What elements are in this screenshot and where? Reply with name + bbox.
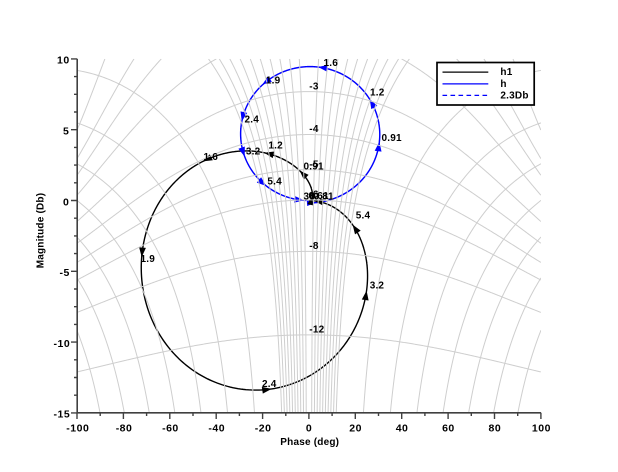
svg-text:0.91: 0.91 bbox=[304, 162, 325, 173]
svg-text:-10: -10 bbox=[54, 338, 71, 350]
svg-text:2.3Db: 2.3Db bbox=[500, 91, 528, 102]
svg-text:20: 20 bbox=[349, 423, 362, 435]
svg-text:60: 60 bbox=[442, 423, 455, 435]
svg-text:3.2: 3.2 bbox=[246, 147, 261, 158]
svg-text:0: 0 bbox=[306, 423, 312, 435]
svg-text:h1: h1 bbox=[500, 67, 512, 78]
svg-text:Phase (deg): Phase (deg) bbox=[280, 437, 339, 448]
svg-text:5: 5 bbox=[63, 126, 69, 138]
svg-text:1.2: 1.2 bbox=[268, 140, 283, 151]
svg-text:0.61: 0.61 bbox=[309, 191, 330, 202]
svg-text:1.2: 1.2 bbox=[370, 88, 385, 99]
svg-text:-15: -15 bbox=[54, 409, 71, 421]
svg-text:-80: -80 bbox=[116, 423, 133, 435]
svg-text:-6: -6 bbox=[309, 190, 319, 201]
svg-text:5.4: 5.4 bbox=[356, 210, 371, 221]
svg-text:h: h bbox=[500, 79, 506, 90]
svg-text:-3: -3 bbox=[309, 81, 319, 92]
svg-text:0.81: 0.81 bbox=[314, 192, 335, 203]
svg-text:-5: -5 bbox=[60, 267, 70, 279]
svg-text:2.4: 2.4 bbox=[245, 115, 260, 126]
svg-text:0: 0 bbox=[63, 196, 69, 208]
svg-text:100: 100 bbox=[532, 423, 551, 435]
svg-text:-40: -40 bbox=[208, 423, 225, 435]
svg-text:10: 10 bbox=[57, 55, 70, 67]
svg-text:-100: -100 bbox=[66, 423, 89, 435]
svg-text:-5: -5 bbox=[309, 159, 319, 170]
svg-text:1.6: 1.6 bbox=[324, 58, 339, 69]
svg-text:-12: -12 bbox=[309, 325, 324, 336]
svg-text:36: 36 bbox=[304, 191, 316, 202]
svg-text:-60: -60 bbox=[162, 423, 179, 435]
svg-text:1.9: 1.9 bbox=[266, 75, 281, 86]
svg-text:1.6: 1.6 bbox=[204, 152, 219, 163]
svg-text:5.4: 5.4 bbox=[267, 177, 282, 188]
svg-text:40: 40 bbox=[396, 423, 409, 435]
svg-text:3.2: 3.2 bbox=[370, 281, 385, 292]
svg-text:Magnitude (Db): Magnitude (Db) bbox=[35, 193, 46, 269]
svg-text:-8: -8 bbox=[309, 241, 319, 252]
svg-text:80: 80 bbox=[489, 423, 502, 435]
svg-text:0.91: 0.91 bbox=[382, 133, 403, 144]
svg-text:-20: -20 bbox=[255, 423, 272, 435]
svg-text:-4: -4 bbox=[309, 124, 319, 135]
svg-text:2.4: 2.4 bbox=[262, 379, 277, 390]
svg-text:1.9: 1.9 bbox=[141, 254, 156, 265]
